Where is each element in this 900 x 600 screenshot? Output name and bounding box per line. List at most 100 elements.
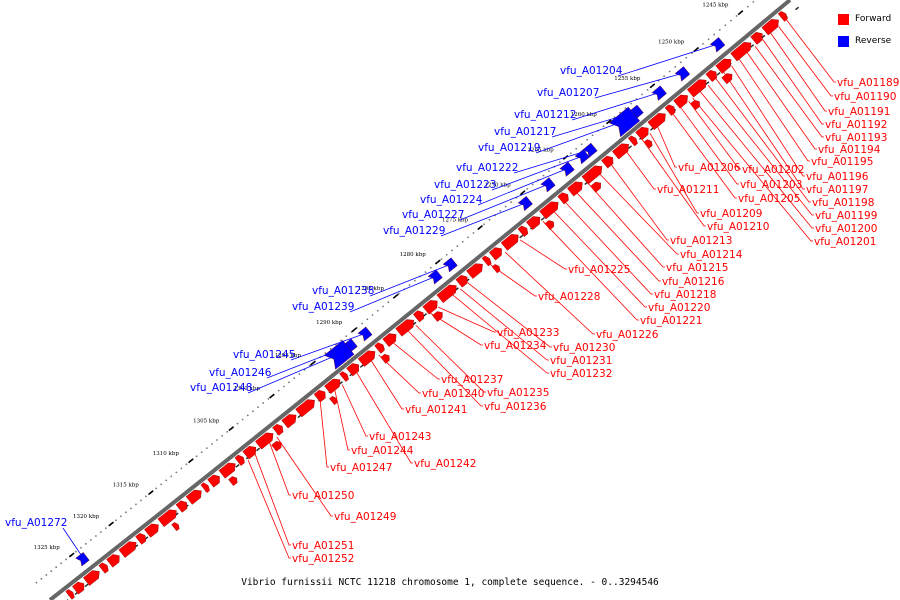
forward-gene-label: vfu_A01240 bbox=[422, 388, 484, 400]
guide-dot bbox=[60, 562, 63, 565]
major-tick bbox=[693, 46, 700, 52]
forward-gene-label: vfu_A01191 bbox=[828, 106, 890, 118]
forward-gene-arrow bbox=[98, 562, 109, 574]
guide-dot bbox=[713, 33, 716, 36]
major-tick bbox=[606, 119, 612, 125]
guide-dot bbox=[257, 406, 259, 409]
forward-gene-arrow bbox=[255, 432, 274, 450]
forward-label-line bbox=[467, 282, 552, 348]
forward-gene-arrow-outer bbox=[544, 220, 555, 231]
forward-gene-label: vfu_A01226 bbox=[596, 329, 659, 341]
reverse-gene-arrow bbox=[357, 326, 373, 342]
tick-label: 1275 kbp bbox=[442, 218, 469, 224]
forward-label-line bbox=[657, 126, 677, 168]
reverse-label-line bbox=[535, 119, 627, 154]
tick-label: 1270 kbp bbox=[485, 183, 512, 189]
major-tick bbox=[351, 327, 358, 333]
forward-label-line bbox=[520, 239, 567, 270]
forward-gene-arrow bbox=[517, 225, 529, 237]
major-tick bbox=[228, 426, 235, 432]
reverse-label-line bbox=[571, 91, 661, 121]
guide-dot bbox=[586, 138, 589, 141]
forward-gene-label: vfu_A01200 bbox=[815, 223, 877, 235]
forward-gene-arrow bbox=[500, 234, 519, 251]
guide-dot bbox=[200, 451, 203, 454]
forward-gene-label: vfu_A01252 bbox=[292, 553, 354, 565]
forward-gene-arrow bbox=[324, 378, 341, 394]
reverse-gene-label: vfu_A01217 bbox=[494, 126, 556, 138]
forward-gene-arrow bbox=[242, 445, 257, 460]
inner-tick-mark bbox=[628, 145, 632, 149]
guide-dot bbox=[329, 347, 332, 350]
tick-label: 1300 kbp bbox=[234, 386, 261, 392]
tick-label: 1265 kbp bbox=[527, 147, 554, 153]
major-tick bbox=[147, 490, 154, 496]
guide-dot bbox=[619, 111, 621, 114]
guide-dot bbox=[641, 93, 643, 96]
forward-gene-arrow bbox=[218, 462, 236, 479]
reverse-gene-label: vfu_A01222 bbox=[456, 162, 518, 174]
guide-dot bbox=[483, 223, 486, 226]
forward-gene-arrow bbox=[730, 42, 752, 62]
guide-dot bbox=[445, 253, 448, 256]
legend: Forward Reverse bbox=[838, 8, 900, 52]
forward-gene-arrow bbox=[374, 342, 385, 354]
forward-gene-label: vfu_A01221 bbox=[640, 315, 702, 327]
inner-tick-mark bbox=[750, 44, 755, 48]
forward-label-line bbox=[247, 459, 291, 559]
guide-dot bbox=[646, 88, 649, 91]
forward-gene-label: vfu_A01234 bbox=[484, 340, 547, 352]
forward-label-line bbox=[371, 360, 404, 410]
forward-label-line bbox=[626, 152, 656, 190]
guide-dot bbox=[569, 152, 572, 155]
legend-item-reverse: Reverse bbox=[838, 30, 900, 52]
forward-gene-label: vfu_A01189 bbox=[837, 77, 899, 89]
forward-gene-arrow bbox=[455, 275, 468, 288]
forward-label-line bbox=[723, 71, 805, 190]
guide-dot bbox=[180, 467, 183, 470]
forward-label-line bbox=[699, 91, 814, 229]
guide-dot bbox=[730, 19, 732, 22]
guide-dot bbox=[226, 430, 229, 433]
forward-gene-label: vfu_A01244 bbox=[351, 445, 414, 457]
reverse-label-line bbox=[369, 263, 452, 297]
forward-label-line bbox=[649, 133, 699, 214]
major-tick bbox=[269, 393, 275, 399]
guide-dot bbox=[451, 249, 453, 252]
reverse-label-line bbox=[617, 43, 719, 77]
forward-gene-arrow bbox=[761, 19, 779, 36]
guide-dot bbox=[195, 455, 198, 458]
reverse-gene-arrow bbox=[559, 161, 575, 177]
reverse-gene-label: vfu_A01239 bbox=[292, 301, 354, 313]
forward-label-line bbox=[565, 202, 653, 295]
forward-gene-label: vfu_A01243 bbox=[369, 431, 431, 443]
reverse-label-line bbox=[247, 352, 342, 394]
major-tick bbox=[108, 521, 114, 527]
guide-dot bbox=[216, 439, 218, 441]
major-tick bbox=[519, 190, 526, 196]
forward-gene-label: vfu_A01215 bbox=[666, 262, 728, 274]
forward-gene-arrow bbox=[557, 192, 569, 205]
guide-dot bbox=[85, 542, 87, 545]
guide-dot bbox=[602, 125, 605, 128]
reverse-gene-label: vfu_A01223 bbox=[434, 179, 496, 191]
guide-dot bbox=[170, 475, 173, 478]
inner-tick-mark bbox=[716, 72, 721, 76]
forward-gene-label: vfu_A01247 bbox=[330, 462, 392, 474]
forward-gene-label: vfu_A01193 bbox=[825, 132, 887, 144]
forward-label-line bbox=[707, 84, 814, 216]
reverse-gene-label: vfu_A01272 bbox=[5, 517, 67, 529]
guide-dot bbox=[50, 570, 53, 572]
major-tick bbox=[737, 10, 744, 16]
forward-label-line bbox=[641, 139, 706, 227]
legend-label-forward: Forward bbox=[855, 14, 892, 24]
guide-dot bbox=[345, 335, 348, 338]
forward-label-line bbox=[489, 264, 537, 297]
forward-gene-arrow bbox=[612, 143, 629, 160]
forward-gene-arrow bbox=[272, 423, 284, 436]
guide-dot bbox=[175, 471, 178, 474]
reverse-label-line bbox=[459, 183, 550, 221]
map-caption: Vibrio furnissii NCTC 11218 chromosome 1… bbox=[241, 577, 659, 588]
guide-dot bbox=[140, 499, 142, 502]
forward-label-line bbox=[430, 312, 483, 346]
